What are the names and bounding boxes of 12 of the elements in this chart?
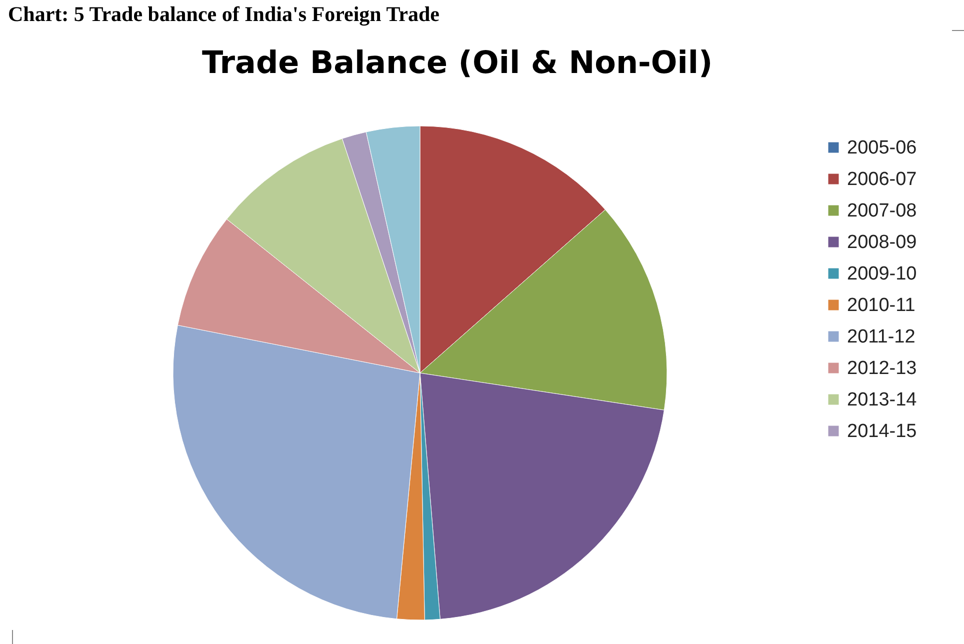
legend-label: 2013-14 — [847, 390, 918, 410]
text: Chart: 5 Trade balance of India's Foreign Trade — [7, 1, 440, 28]
legend-label: 2009-10 — [847, 264, 917, 284]
legend-label: 2006-07 — [847, 169, 917, 190]
chart-title: Trade Balance (Oil & Non-Oil) — [202, 45, 713, 81]
legend-label: 2012-13 — [847, 358, 917, 379]
legend-label: 2008-09 — [847, 232, 917, 253]
legend-label: 2005-06 — [847, 138, 917, 158]
legend-label: 2014-15 — [847, 421, 917, 442]
legend-label: 2007-08 — [847, 200, 917, 222]
legend-label: 2010-11 — [847, 295, 916, 316]
legend-label: 2011-12 — [847, 326, 916, 348]
